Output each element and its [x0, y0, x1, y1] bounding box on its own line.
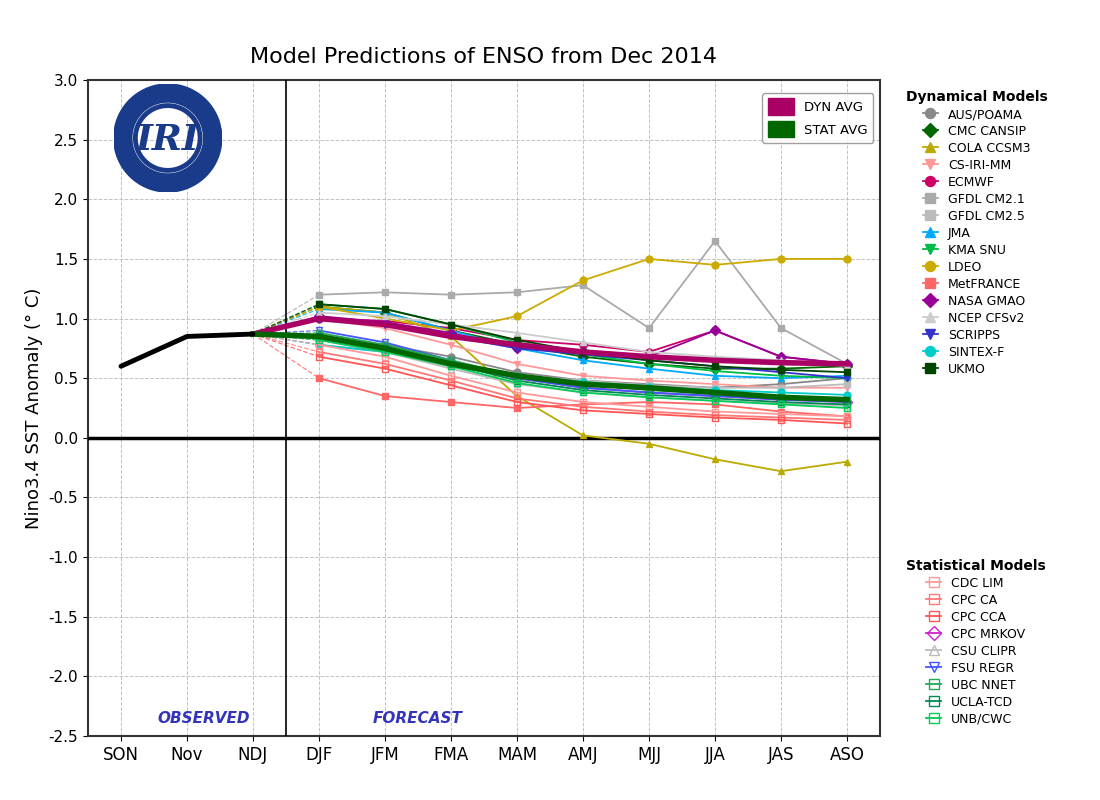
Text: FORECAST: FORECAST: [373, 710, 463, 726]
Title: Model Predictions of ENSO from Dec 2014: Model Predictions of ENSO from Dec 2014: [251, 47, 717, 67]
Y-axis label: Nino3.4 SST Anomaly (° C): Nino3.4 SST Anomaly (° C): [25, 287, 43, 529]
Legend: CDC LIM, CPC CA, CPC CCA, CPC MRKOV, CSU CLIPR, FSU REGR, UBC NNET, UCLA-TCD, UN: CDC LIM, CPC CA, CPC CCA, CPC MRKOV, CSU…: [902, 555, 1049, 730]
Text: OBSERVED: OBSERVED: [157, 710, 250, 726]
Text: IRI: IRI: [136, 123, 199, 158]
